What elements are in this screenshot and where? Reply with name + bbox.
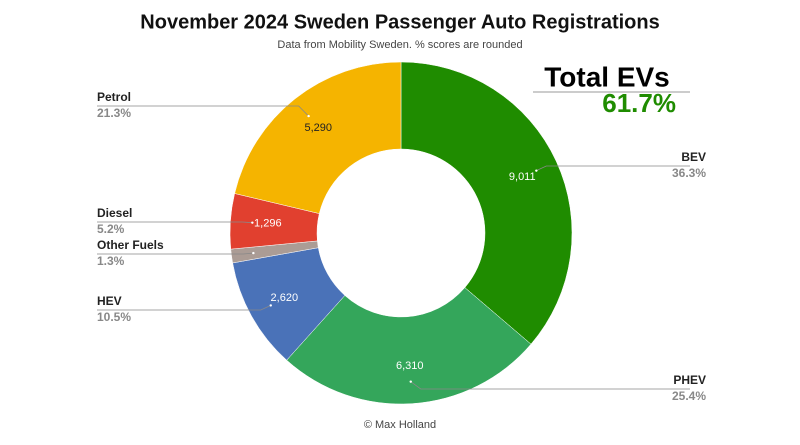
leader-dot (307, 114, 310, 118)
leader-dot (269, 304, 272, 307)
leader-line (97, 221, 253, 224)
leader-line (410, 381, 690, 390)
annotation-value: 61.7% (602, 88, 676, 118)
leader-line (97, 305, 271, 311)
category-label: PHEV (673, 373, 706, 387)
annotation-title: Total EVs (544, 61, 670, 92)
category-label: BEV (681, 150, 706, 164)
slice (234, 61, 402, 214)
category-label: Petrol (97, 90, 131, 104)
value-label: 9,011 (509, 171, 536, 183)
value-label: 1,296 (254, 218, 282, 230)
chart-subtitle: Data from Mobility Sweden. % scores are … (277, 39, 522, 51)
value-label: 2,620 (271, 292, 299, 304)
leader-line (536, 165, 690, 172)
category-label: HEV (97, 294, 122, 308)
percent-label: 25.4% (672, 389, 706, 403)
category-label: Diesel (97, 206, 132, 220)
leader-dot (251, 221, 254, 224)
leader-dot (252, 251, 255, 255)
percent-label: 5.2% (97, 222, 125, 236)
leader-line (97, 252, 254, 255)
chart-title: November 2024 Sweden Passenger Auto Regi… (140, 11, 659, 33)
slice (286, 287, 532, 405)
category-label: Other Fuels (97, 238, 164, 252)
value-label: 5,290 (304, 122, 332, 134)
percent-label: 10.5% (97, 310, 131, 324)
credit: © Max Holland (364, 419, 436, 431)
percent-label: 36.3% (672, 166, 706, 180)
leader-line (97, 105, 309, 117)
leader-dot (535, 169, 538, 172)
leader-dot (409, 380, 412, 383)
percent-label: 21.3% (97, 106, 131, 120)
slice (400, 61, 573, 345)
percent-label: 1.3% (97, 254, 125, 268)
value-label: 6,310 (396, 360, 424, 372)
